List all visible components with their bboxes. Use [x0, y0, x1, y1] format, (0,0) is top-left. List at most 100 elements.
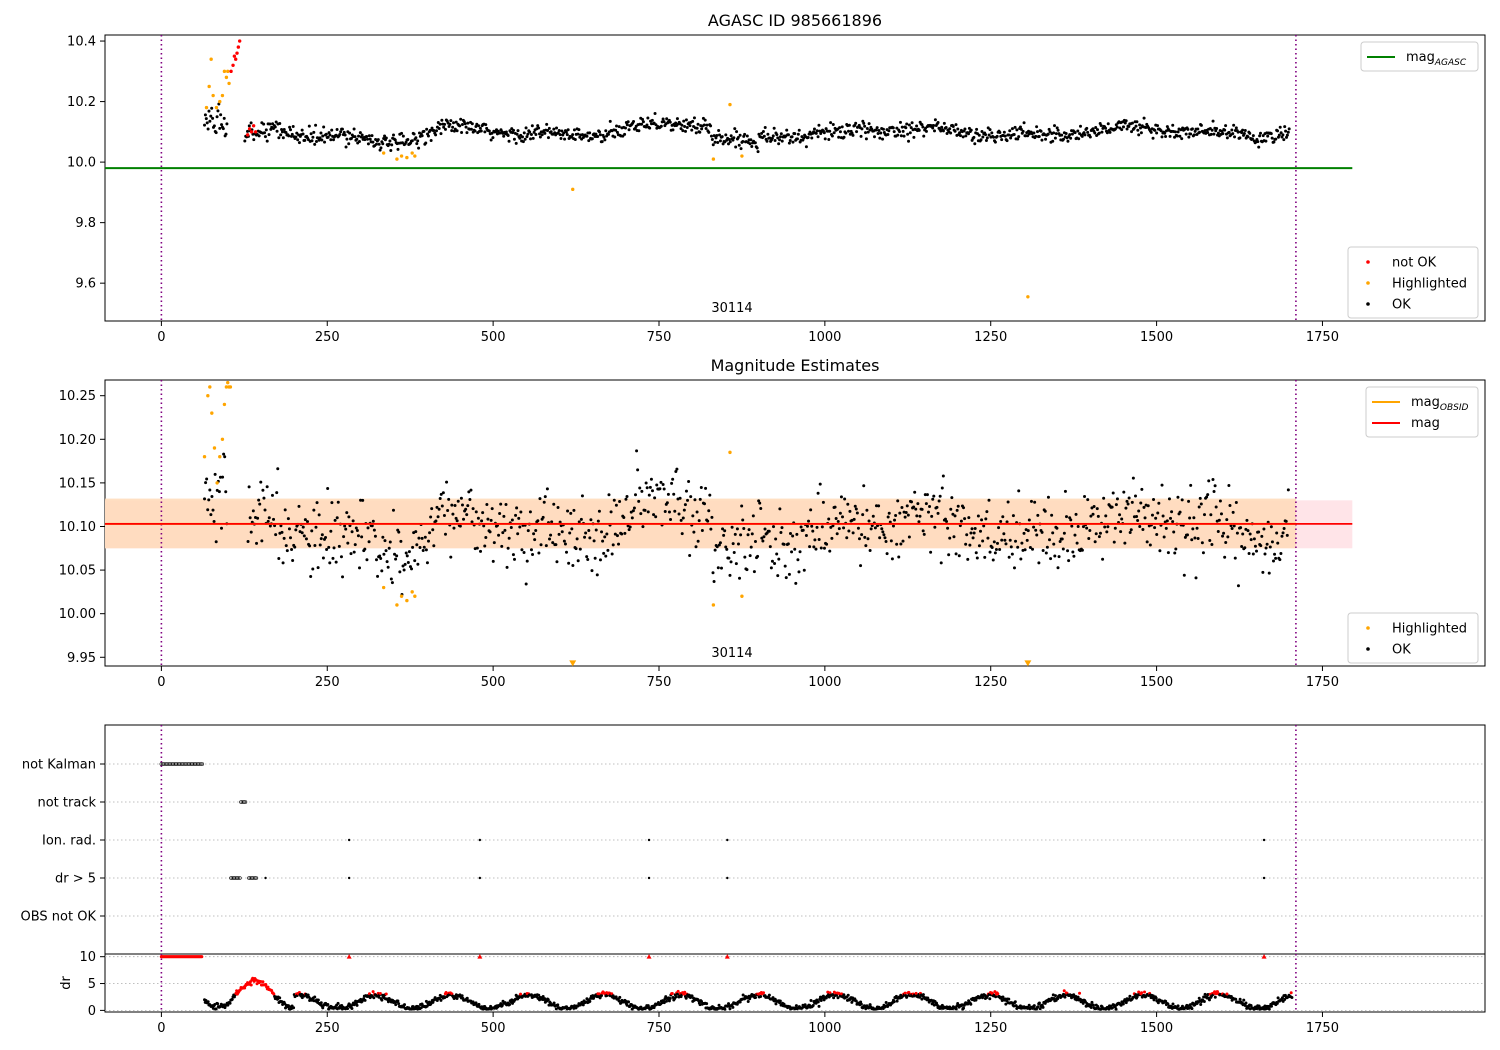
- ok-point: [1211, 119, 1215, 123]
- ok-point: [1251, 134, 1255, 138]
- ok-point: [882, 533, 886, 537]
- ok-point: [442, 125, 446, 129]
- highlighted-point: [405, 155, 409, 160]
- ok-point: [928, 505, 932, 509]
- ok-point: [1115, 497, 1119, 501]
- ok-point: [1040, 138, 1044, 142]
- ok-point: [948, 127, 952, 131]
- ok-point: [1230, 128, 1234, 132]
- ok-point: [868, 549, 872, 553]
- ok-point: [874, 504, 878, 508]
- ok-point: [296, 138, 300, 142]
- ok-point: [891, 524, 895, 528]
- ok-point: [907, 139, 911, 143]
- ok-point: [1161, 514, 1165, 518]
- ok-point: [536, 124, 540, 128]
- dr-point: [809, 998, 813, 1002]
- ok-point: [822, 546, 826, 550]
- ok-point: [704, 127, 708, 131]
- ok-point: [741, 518, 745, 522]
- ok-point: [711, 143, 715, 147]
- ok-point: [981, 539, 985, 543]
- ok-point: [221, 475, 225, 479]
- ok-point: [429, 139, 433, 143]
- ok-point: [990, 545, 994, 549]
- ok-point: [683, 124, 687, 128]
- ok-point: [585, 555, 589, 559]
- ok-point: [1209, 132, 1213, 136]
- ok-point: [221, 127, 225, 131]
- flag-points: [239, 800, 248, 804]
- ok-point: [516, 129, 520, 133]
- dr-point: [1283, 998, 1287, 1002]
- ok-point: [284, 544, 288, 548]
- ok-point: [857, 123, 861, 127]
- ok-point: [443, 532, 447, 536]
- ok-point: [1062, 531, 1066, 535]
- ok-point: [605, 532, 609, 536]
- ok-point: [566, 509, 570, 513]
- dr-point: [378, 992, 382, 996]
- dr-point: [1269, 1004, 1273, 1008]
- ok-point: [363, 547, 367, 551]
- dr-point: [313, 995, 317, 999]
- dr-point: [731, 1005, 735, 1009]
- ok-point: [418, 545, 422, 549]
- ok-point: [1248, 532, 1252, 536]
- ok-point: [347, 515, 351, 519]
- dr-point: [993, 990, 997, 994]
- ok-point: [398, 570, 402, 574]
- ok-point: [777, 142, 781, 146]
- ok-point: [1073, 533, 1077, 537]
- ok-point: [1127, 125, 1131, 129]
- ok-point: [476, 516, 480, 520]
- ok-point: [692, 530, 696, 534]
- ok-point: [1164, 526, 1168, 530]
- dr-point: [1053, 994, 1057, 998]
- ok-point: [1086, 498, 1090, 502]
- x-tick-label: 750: [647, 675, 672, 690]
- ok-point: [283, 508, 287, 512]
- ok-point: [255, 541, 259, 545]
- ok-point: [506, 134, 510, 138]
- ok-point: [969, 531, 973, 535]
- ok-point: [1104, 514, 1108, 518]
- dr-point: [284, 1006, 288, 1010]
- ok-point: [212, 519, 216, 523]
- ok-point: [584, 531, 588, 535]
- ok-point: [1219, 512, 1223, 516]
- ok-point: [415, 543, 419, 547]
- dr-point: [1013, 1000, 1017, 1004]
- ok-point: [866, 130, 870, 134]
- ok-point: [1234, 501, 1238, 505]
- ok-point: [205, 477, 209, 481]
- ok-point: [1085, 526, 1089, 530]
- ok-point: [778, 135, 782, 139]
- x-tick-label: 1500: [1140, 1021, 1173, 1036]
- ok-point: [704, 486, 708, 490]
- ok-point: [628, 525, 632, 529]
- ok-point: [1078, 124, 1082, 128]
- ok-point: [572, 508, 576, 512]
- ok-point: [388, 540, 392, 544]
- ok-point: [921, 529, 925, 533]
- ok-point: [1216, 530, 1220, 534]
- ok-point: [1243, 546, 1247, 550]
- ok-point: [808, 545, 812, 549]
- dr-point: [1037, 1001, 1041, 1005]
- dr-point: [243, 986, 247, 990]
- ok-point: [731, 138, 735, 142]
- ok-point: [552, 502, 556, 506]
- ok-point: [264, 128, 268, 132]
- ok-point: [1044, 137, 1048, 141]
- not-ok-point: [229, 69, 233, 74]
- ok-point: [788, 138, 792, 142]
- ok-point: [755, 146, 759, 150]
- ok-point: [1206, 130, 1210, 134]
- ok-point: [855, 511, 859, 515]
- ok-point: [968, 543, 972, 547]
- ok-point: [1047, 127, 1051, 131]
- ok-point: [1165, 125, 1169, 129]
- ok-point: [627, 528, 631, 532]
- ok-point: [1101, 557, 1105, 561]
